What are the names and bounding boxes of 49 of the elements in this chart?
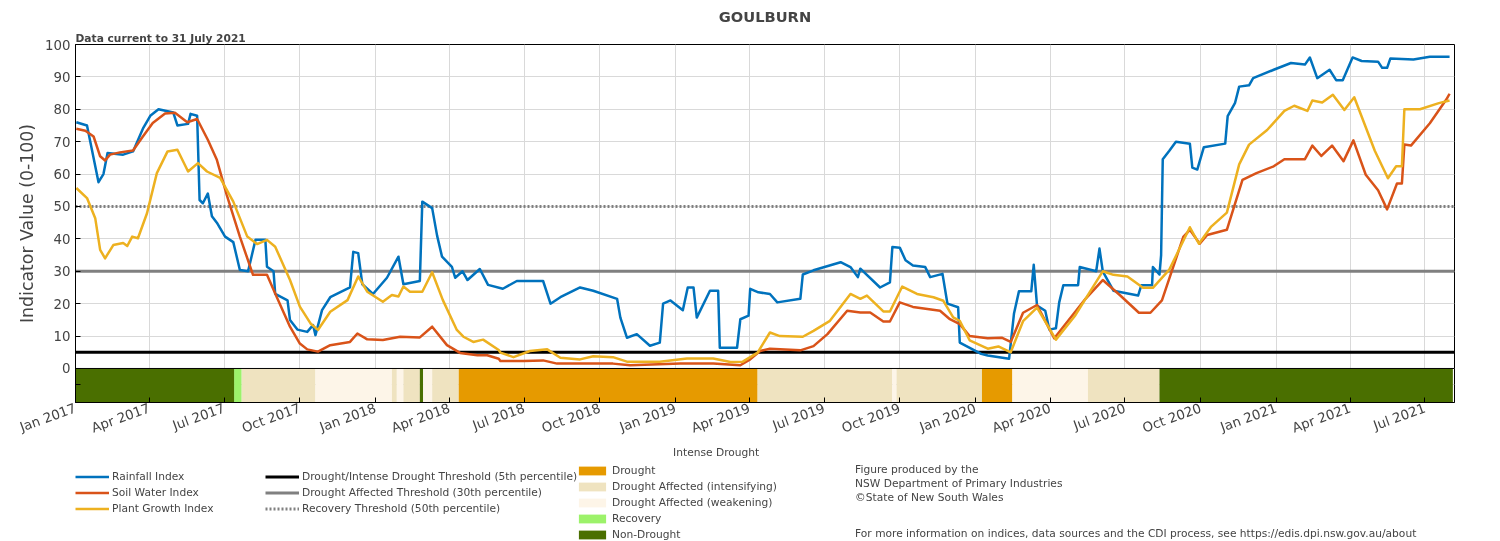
x-tick-label: Jan 2019 [616,400,678,436]
legend-label: Recovery Threshold (50th percentile) [302,502,501,515]
x-tick-label: Apr 2019 [689,400,752,436]
x-tick-label: Oct 2019 [839,400,903,436]
y-tick-label: 10 [53,329,71,345]
y-tick-label: 0 [62,361,71,377]
x-tick-label: Apr 2021 [1290,400,1353,436]
legend-label: Drought [612,464,656,477]
legend-label: Drought Affected Threshold (30th percentile) [302,486,543,499]
x-tick-label: Jul 2018 [469,400,527,434]
x-tick-label: Jan 2020 [916,400,978,436]
x-tick-label: Jul 2021 [1370,400,1428,434]
x-tick-label: Jul 2019 [769,400,827,434]
legend-label: Plant Growth Index [112,502,214,515]
x-tick-label: Oct 2017 [239,400,303,436]
y-axis-title: Indicator Value (0-100) [17,123,38,324]
x-tick-label: Jan 2021 [1217,400,1279,436]
x-tick-label: Jan 2018 [316,400,379,436]
x-tick-label: Jul 2020 [1070,400,1128,434]
x-tick-label: Apr 2018 [389,400,452,436]
x-tick-label: Oct 2020 [1140,400,1204,436]
y-tick-label: 90 [53,69,71,85]
annotation: Data current to 31 July 2021 [75,31,246,45]
legend-label: Drought Affected (intensifying) [612,480,778,493]
x-tick-label: Jan 2017 [16,400,79,436]
legend-label: Soil Water Index [112,486,199,499]
legend-label: Drought Affected (weakening) [612,496,773,509]
y-tick-label: 20 [53,296,71,312]
y-tick-label: 50 [53,199,71,215]
chart-title: GOULBURN [718,7,812,25]
x-tick-label: Oct 2018 [539,400,603,436]
text: ©State of New South Wales [855,490,1004,504]
y-tick-label: 40 [53,231,71,247]
y-tick-label: 100 [45,37,71,53]
legend-label: Recovery [612,512,662,525]
x-tick-label: Jul 2017 [169,400,227,434]
text: Intense Drought [673,445,760,459]
x-tick-label: Apr 2020 [990,400,1053,436]
x-tick-label: Apr 2017 [89,400,153,436]
y-tick-label: 60 [53,167,71,183]
legend-label: Rainfall Index [112,470,185,483]
y-tick-label: 30 [53,264,71,280]
y-tick-label: 70 [53,134,71,150]
y-tick-label: 80 [53,102,71,118]
legend-label: Drought/Intense Drought Threshold (5th percentile) [302,470,578,483]
legend-label: Non-Drought [612,528,681,541]
text: Figure produced by the [855,462,979,476]
text: NSW Department of Primary Industries [855,476,1063,490]
text: For more information on indices, data sources and the CDI process, see https://edis.dpi.nsw.gov.au/about [855,526,1417,540]
